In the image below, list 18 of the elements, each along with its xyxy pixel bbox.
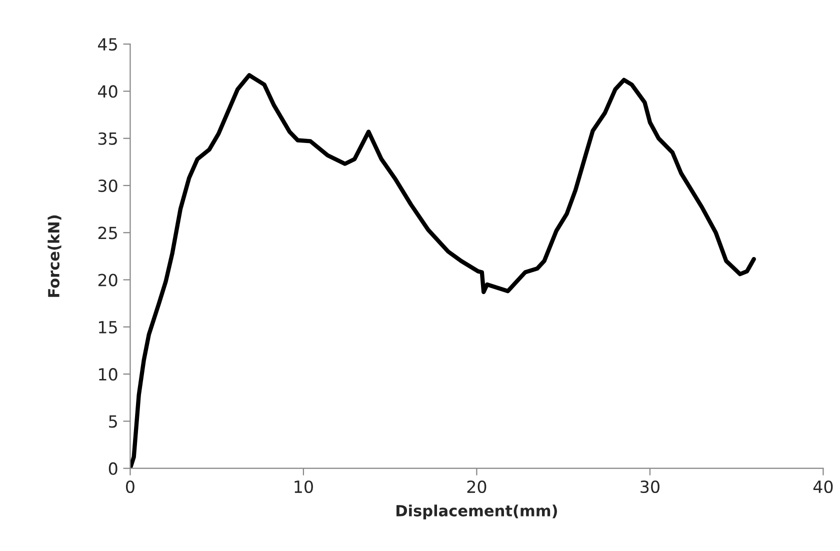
y-tick-label: 40 bbox=[98, 85, 118, 98]
y-tick-label: 30 bbox=[98, 179, 118, 192]
y-tick-label: 20 bbox=[98, 274, 118, 286]
x-tick-label: 30 bbox=[640, 480, 660, 494]
x-axis-title: Displacement(mm) bbox=[396, 504, 557, 520]
y-tick-label: 10 bbox=[99, 368, 118, 381]
y-tick-label: 0 bbox=[108, 462, 118, 475]
y-tick-label: 45 bbox=[98, 38, 117, 51]
y-axis-title: Force(kN) bbox=[48, 215, 62, 297]
y-tick-label: 15 bbox=[99, 321, 117, 334]
y-tick-label: 35 bbox=[98, 132, 117, 145]
x-tick-label: 40 bbox=[813, 480, 833, 494]
x-tick-label: 20 bbox=[467, 480, 486, 494]
x-tick-label: 10 bbox=[294, 480, 313, 494]
line-series bbox=[130, 73, 756, 468]
x-tick-label: 0 bbox=[126, 480, 134, 494]
y-tick-label: 5 bbox=[109, 415, 117, 428]
y-tick-label: 25 bbox=[98, 226, 117, 240]
